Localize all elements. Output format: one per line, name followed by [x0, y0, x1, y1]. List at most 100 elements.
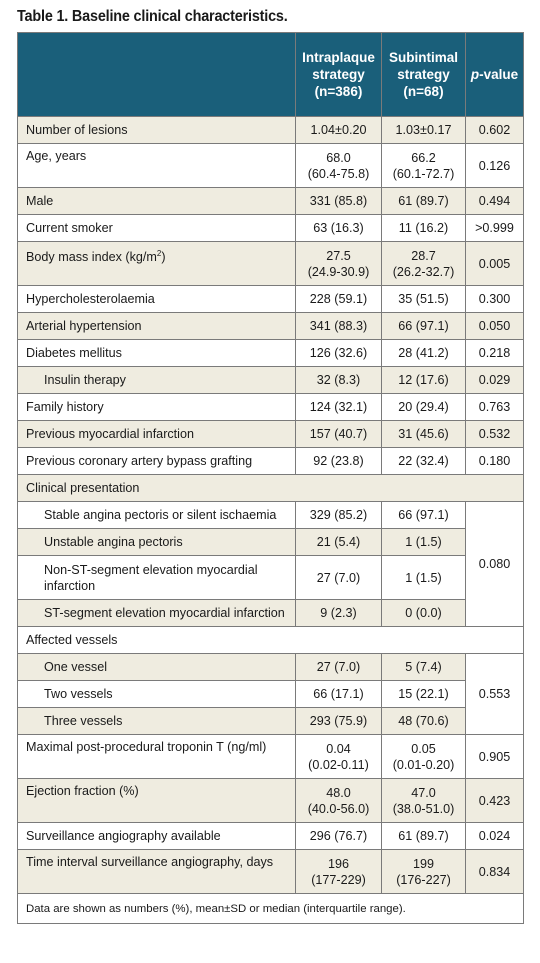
header-intraplaque: Intraplaque strategy (n=386)	[295, 32, 382, 117]
intraplaque-value: 63 (16.3)	[295, 214, 382, 242]
row-label: Two vessels	[17, 680, 296, 708]
intraplaque-value: 27.5 (24.9-30.9)	[295, 241, 382, 286]
intraplaque-value: 157 (40.7)	[295, 420, 382, 448]
row-label: Age, years	[17, 143, 296, 188]
p-value: 0.024	[465, 822, 524, 850]
p-value: 0.005	[465, 241, 524, 286]
subintimal-value: 31 (45.6)	[381, 420, 466, 448]
subintimal-value: 1 (1.5)	[381, 528, 466, 556]
subintimal-value: 0 (0.0)	[381, 599, 466, 627]
table-row: Maximal post-procedural troponin T (ng/m…	[17, 734, 524, 779]
subintimal-value: 66.2 (60.1-72.7)	[381, 143, 466, 188]
p-value: 0.080	[465, 501, 524, 627]
p-value: 0.423	[465, 778, 524, 823]
intraplaque-value: 27 (7.0)	[295, 653, 382, 681]
intraplaque-value: 21 (5.4)	[295, 528, 382, 556]
header-p-value: p-value	[465, 32, 524, 117]
intraplaque-value: 9 (2.3)	[295, 599, 382, 627]
p-value: 0.494	[465, 187, 524, 215]
row-label: One vessel	[17, 653, 296, 681]
intraplaque-value: 293 (75.9)	[295, 707, 382, 735]
section-row: Affected vessels	[17, 626, 524, 654]
intraplaque-value: 228 (59.1)	[295, 285, 382, 313]
table-row: Two vessels 66 (17.1) 15 (22.1)	[17, 680, 524, 708]
header-subintimal: Subintimal strategy (n=68)	[381, 32, 466, 117]
table-row: Stable angina pectoris or silent ischaem…	[17, 501, 524, 627]
header-empty-cell	[17, 32, 296, 117]
subintimal-value: 61 (89.7)	[381, 187, 466, 215]
intraplaque-value: 66 (17.1)	[295, 680, 382, 708]
row-label: Previous coronary artery bypass grafting	[17, 447, 296, 475]
subintimal-value: 61 (89.7)	[381, 822, 466, 850]
subintimal-value: 1 (1.5)	[381, 555, 466, 600]
row-label: Number of lesions	[17, 116, 296, 144]
table-row: Arterial hypertension 341 (88.3) 66 (97.…	[17, 312, 524, 340]
subintimal-value: 66 (97.1)	[381, 312, 466, 340]
table-row: Male 331 (85.8) 61 (89.7) 0.494	[17, 187, 524, 215]
section-row: Clinical presentation	[17, 474, 524, 502]
p-value: 0.180	[465, 447, 524, 475]
row-label: ST-segment elevation myocardial infarcti…	[17, 599, 296, 627]
section-label: Clinical presentation	[17, 474, 524, 502]
baseline-characteristics-table: Intraplaque strategy (n=386) Subintimal …	[17, 32, 524, 924]
intraplaque-value: 27 (7.0)	[295, 555, 382, 600]
subintimal-value: 47.0 (38.0-51.0)	[381, 778, 466, 823]
table-row: Current smoker 63 (16.3) 11 (16.2) >0.99…	[17, 214, 524, 242]
p-value: 0.763	[465, 393, 524, 421]
subintimal-value: 12 (17.6)	[381, 366, 466, 394]
subintimal-value: 15 (22.1)	[381, 680, 466, 708]
table-row: Family history 124 (32.1) 20 (29.4) 0.76…	[17, 393, 524, 421]
table-row: Previous coronary artery bypass grafting…	[17, 447, 524, 475]
intraplaque-value: 341 (88.3)	[295, 312, 382, 340]
intraplaque-value: 32 (8.3)	[295, 366, 382, 394]
row-label: Stable angina pectoris or silent ischaem…	[17, 501, 296, 529]
row-label: Family history	[17, 393, 296, 421]
table-title: Table 1. Baseline clinical characteristi…	[17, 8, 288, 25]
row-label: Ejection fraction (%)	[17, 778, 296, 823]
table-row: Surveillance angiography available 296 (…	[17, 822, 524, 850]
intraplaque-value: 1.04±0.20	[295, 116, 382, 144]
table-row: Number of lesions 1.04±0.20 1.03±0.17 0.…	[17, 116, 524, 144]
row-label: Surveillance angiography available	[17, 822, 296, 850]
intraplaque-value: 296 (76.7)	[295, 822, 382, 850]
p-value: 0.218	[465, 339, 524, 367]
p-value: 0.602	[465, 116, 524, 144]
intraplaque-value: 126 (32.6)	[295, 339, 382, 367]
table-row: Insulin therapy 32 (8.3) 12 (17.6) 0.029	[17, 366, 524, 394]
subintimal-value: 199 (176-227)	[381, 849, 466, 894]
table-row: Non-ST-segment elevation myocardial infar…	[17, 555, 524, 600]
subintimal-value: 22 (32.4)	[381, 447, 466, 475]
subintimal-value: 1.03±0.17	[381, 116, 466, 144]
footnote: Data are shown as numbers (%), mean±SD o…	[17, 893, 524, 924]
p-value: >0.999	[465, 214, 524, 242]
intraplaque-value: 196 (177-229)	[295, 849, 382, 894]
subintimal-value: 11 (16.2)	[381, 214, 466, 242]
row-label: Maximal post-procedural troponin T (ng/m…	[17, 734, 296, 779]
intraplaque-value: 0.04 (0.02-0.11)	[295, 734, 382, 779]
subintimal-value: 48 (70.6)	[381, 707, 466, 735]
table-row: Time interval surveillance angiography, …	[17, 849, 524, 894]
subintimal-value: 0.05 (0.01-0.20)	[381, 734, 466, 779]
table-row: ST-segment elevation myocardial infarcti…	[17, 599, 524, 627]
table-row: Three vessels 293 (75.9) 48 (70.6)	[17, 707, 524, 735]
intraplaque-value: 68.0 (60.4-75.8)	[295, 143, 382, 188]
row-label: Arterial hypertension	[17, 312, 296, 340]
table-row: Unstable angina pectoris 21 (5.4) 1 (1.5…	[17, 528, 524, 556]
subintimal-value: 66 (97.1)	[381, 501, 466, 529]
subintimal-value: 28 (41.2)	[381, 339, 466, 367]
subintimal-value: 28.7 (26.2-32.7)	[381, 241, 466, 286]
p-value: 0.834	[465, 849, 524, 894]
p-value: 0.029	[465, 366, 524, 394]
table-row: Age, years 68.0 (60.4-75.8) 66.2 (60.1-72.…	[17, 143, 524, 188]
table-row: Body mass index (kg/m2) 27.5 (24.9-30.9) …	[17, 241, 524, 286]
section-label: Affected vessels	[17, 626, 524, 654]
row-label: Time interval surveillance angiography, …	[17, 849, 296, 894]
row-label: Current smoker	[17, 214, 296, 242]
row-label: Body mass index (kg/m2)	[17, 241, 296, 286]
p-value: 0.905	[465, 734, 524, 779]
row-label: Unstable angina pectoris	[17, 528, 296, 556]
intraplaque-value: 329 (85.2)	[295, 501, 382, 529]
intraplaque-value: 331 (85.8)	[295, 187, 382, 215]
row-label: Previous myocardial infarction	[17, 420, 296, 448]
subintimal-value: 35 (51.5)	[381, 285, 466, 313]
